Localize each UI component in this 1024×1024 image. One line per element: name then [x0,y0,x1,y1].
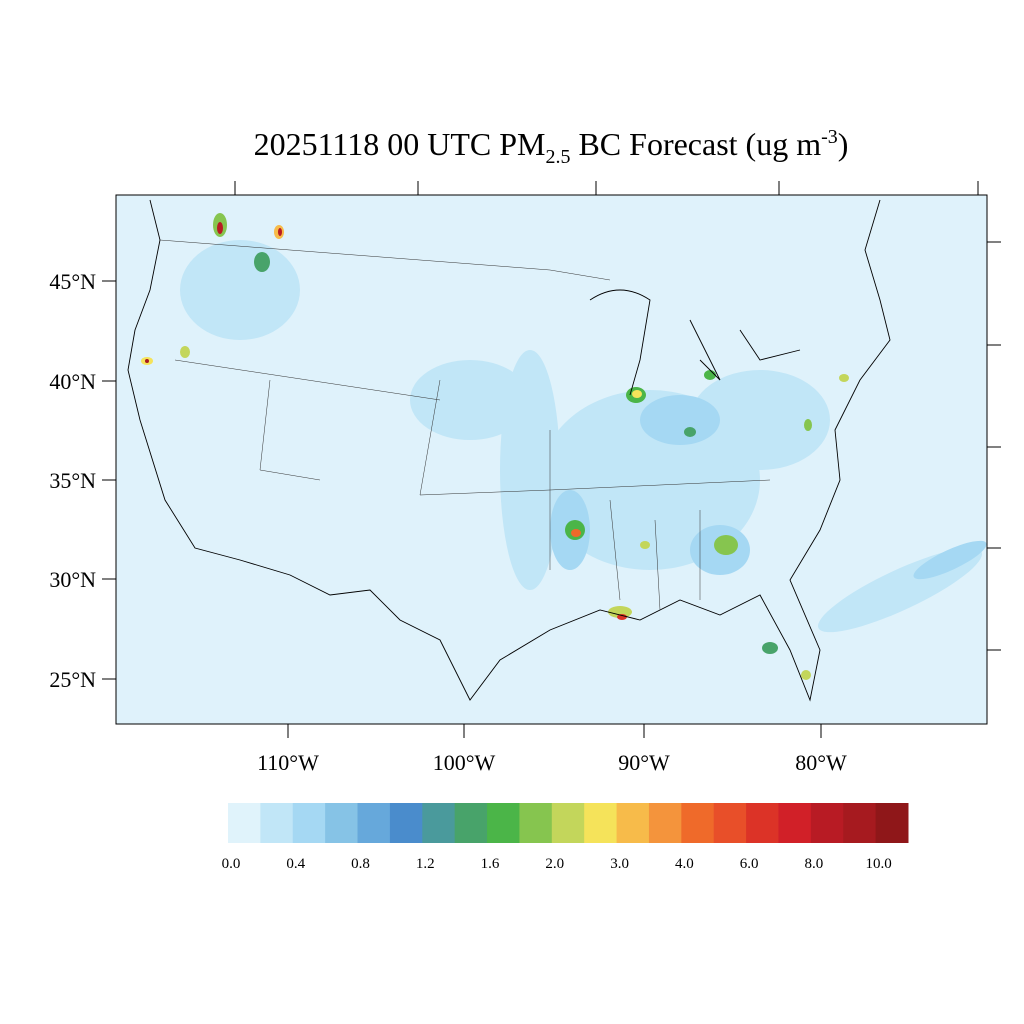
colorbar-label: 6.0 [740,856,759,872]
great-lakes [589,289,801,396]
longitude-label: 100°W [433,750,496,775]
colorbar-box [422,803,456,843]
colorbar-label: 0.0 [222,856,241,872]
longitude-label: 90°W [618,750,670,775]
state-borders [159,239,771,611]
colorbar-label: 0.8 [351,856,370,872]
latitude-label: 35°N [49,468,96,493]
coastline [127,199,891,702]
title-main: 20251118 00 UTC PM [254,126,546,162]
map [102,181,1001,738]
colorbar-box [551,803,585,843]
colorbar-box [843,803,877,843]
colorbar-box [325,803,359,843]
colorbar-box [292,803,326,843]
colorbar-label: 3.0 [610,856,629,872]
latitude-label: 40°N [49,369,96,394]
longitude-label: 80°W [795,750,847,775]
colorbar-box [454,803,488,843]
hotspots [141,213,849,680]
axis-labels: 45°N 40°N 35°N 30°N 25°N 110°W 100°W 90°W 80°W [49,269,847,775]
colorbar-box [228,803,261,843]
colorbar-label: 1.2 [416,856,435,872]
colorbar-box [778,803,812,843]
colorbar-box [260,803,294,843]
colorbar-label: 0.4 [286,856,305,872]
colorbar-label: 2.0 [545,856,564,872]
colorbar-box [746,803,779,843]
colorbar-label: 10.0 [865,856,891,872]
title-sub: 2.5 [545,146,570,168]
colorbar-label: 4.0 [675,856,694,872]
longitude-label: 110°W [257,750,319,775]
latitude-label: 25°N [49,667,96,692]
colorbar-box [648,803,682,843]
map-frame [115,194,988,725]
colorbar-box [584,803,618,843]
title: 20251118 00 UTC PM2.5 BC Forecast (ug m-… [254,126,849,168]
title-sup: -3 [821,126,838,148]
title-mid: BC Forecast (ug m [570,126,821,162]
colorbar-box [519,803,553,843]
ticks [102,181,1001,738]
colorbar-box [357,803,391,843]
colorbar-box [487,803,520,843]
colorbar-box [875,803,909,843]
latitude-label: 30°N [49,567,96,592]
latitude-label: 45°N [49,269,96,294]
colorbar-box [810,803,844,843]
colorbar-box [389,803,423,843]
colorbar-label: 1.6 [481,856,500,872]
title-end: ) [838,126,849,162]
colorbar-box [713,803,747,843]
colorbar-box [616,803,650,843]
colorbar-box [681,803,715,843]
colorbar-label: 8.0 [804,856,823,872]
colorbar: 0.0 0.4 0.8 1.2 1.6 2.0 3.0 4.0 6.0 8.0 10.0 [222,803,909,872]
